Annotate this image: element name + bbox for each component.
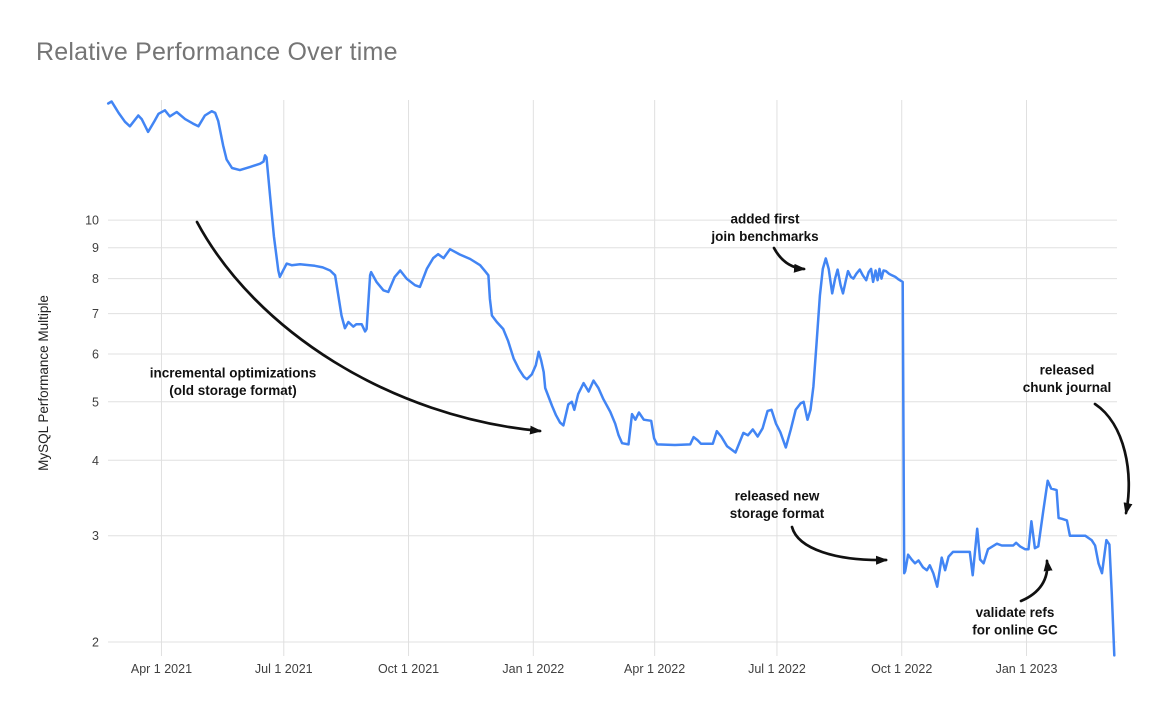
y-tick-label: 7 xyxy=(92,307,99,321)
y-tick-label: 3 xyxy=(92,529,99,543)
y-axis-title: MySQL Performance Multiple xyxy=(36,295,51,471)
annotation-arrow-released-chunk-journal xyxy=(1093,402,1133,515)
annotation-label-released-new-storage-format: released new storage format xyxy=(730,489,825,522)
annotation-label-released-chunk-journal: released chunk journal xyxy=(1023,363,1112,396)
x-tick-label: Oct 1 2022 xyxy=(871,662,932,676)
x-tick-label: Apr 1 2022 xyxy=(624,662,685,676)
x-tick-label: Jan 1 2022 xyxy=(502,662,564,676)
annotation-label-added-first-join-benchmarks: added first join benchmarks xyxy=(710,212,818,245)
chart-title: Relative Performance Over time xyxy=(36,38,398,66)
y-tick-label: 10 xyxy=(85,214,99,228)
x-tick-label: Apr 1 2021 xyxy=(131,662,192,676)
annotation-arrow-added-first-join-benchmarks xyxy=(772,246,806,273)
annotation-arrow-incremental-optimizations xyxy=(195,220,542,435)
x-tick-label: Jul 1 2021 xyxy=(255,662,313,676)
y-tick-label: 6 xyxy=(92,347,99,361)
y-tick-label: 2 xyxy=(92,636,99,650)
x-tick-label: Jul 1 2022 xyxy=(748,662,806,676)
x-tick-label: Oct 1 2021 xyxy=(378,662,439,676)
annotation-label-incremental-optimizations: incremental optimizations (old storage fo… xyxy=(150,366,317,399)
y-tick-label: 8 xyxy=(92,272,99,286)
annotation-arrow-released-new-storage-format xyxy=(790,525,888,565)
annotation-arrow-validate-refs-for-online-gc xyxy=(1019,559,1053,603)
x-tick-label: Jan 1 2023 xyxy=(996,662,1058,676)
y-tick-label: 4 xyxy=(92,454,99,468)
y-tick-label: 5 xyxy=(92,395,99,409)
y-tick-label: 9 xyxy=(92,241,99,255)
performance-line-series xyxy=(106,100,1116,657)
annotation-label-validate-refs-for-online-gc: validate refs for online GC xyxy=(972,605,1058,638)
